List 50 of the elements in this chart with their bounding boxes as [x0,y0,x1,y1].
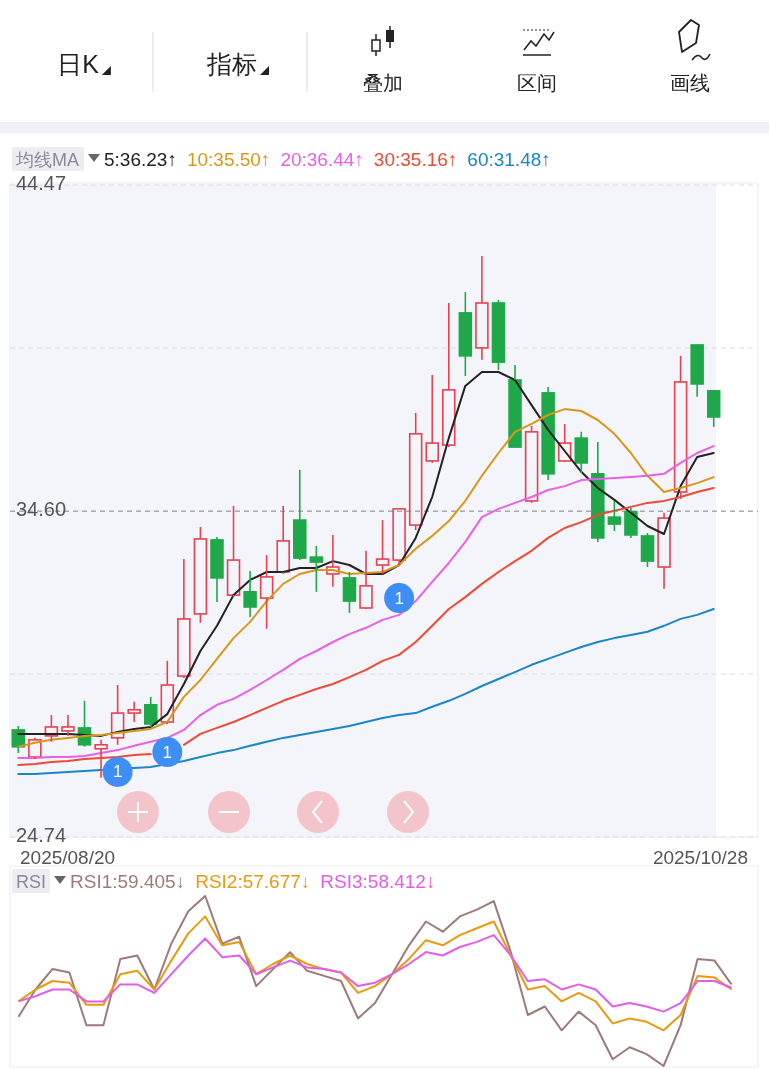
text: 10:35.50↑ [186,149,271,170]
candlestick [293,469,307,561]
text: 日K [57,50,100,78]
text: 画线 [670,72,710,94]
annotation: 1 [394,588,404,608]
candlestick [243,570,257,618]
annotation: 1 [112,762,123,782]
line-series [17,608,715,775]
text: 叠加 [363,72,403,94]
candlestick [591,441,605,543]
text: 指标 [206,50,257,78]
candlestick [706,390,721,428]
candlestick [541,386,555,481]
candlestick [210,536,224,603]
series-label: RSI1:59.405↓ [70,871,186,892]
chart-title: RSI [16,872,47,892]
candlestick [276,505,290,575]
candlestick [475,255,489,361]
text: 区间 [517,72,557,94]
candlestick [326,534,340,588]
candlestick [458,291,473,377]
point [102,756,133,787]
candlestick [425,374,439,464]
candlestick [177,558,191,679]
y-tick-label: 24.74 [16,824,67,847]
point [152,737,183,768]
text: 2025/08/20 [20,847,116,868]
text: 5:36.23↑ [104,149,177,170]
candlestick [61,714,75,737]
candlestick [657,512,671,590]
candlestick [259,554,274,630]
y-tick-label: 34.60 [16,498,67,521]
candlestick [143,696,158,728]
series-label: RSI2:57.677↓ [195,871,311,892]
chart-title: 均线MA [15,150,79,170]
text: RSI3:58.412↓ [320,871,436,892]
candlestick [28,737,42,760]
point [384,583,415,614]
text: 30:35.16↑ [373,149,458,170]
candlestick [624,507,638,539]
candlestick [442,302,456,448]
annotation: 1 [162,742,173,762]
text: 2025/10/28 [652,847,748,868]
candlestick [127,701,141,723]
text: 60:31.48↑ [467,149,551,170]
text: 20:36.44↑ [280,149,364,170]
candlestick [574,431,589,474]
y-tick-label: 44.47 [16,172,67,195]
candlestick [94,739,108,779]
candlestick [359,550,373,609]
